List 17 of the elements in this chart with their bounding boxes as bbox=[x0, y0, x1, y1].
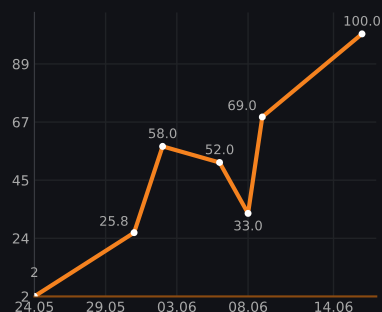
data-label: 52.0 bbox=[206, 144, 234, 154]
x-tick-label: 08.06 bbox=[229, 302, 268, 312]
data-label: 33.0 bbox=[234, 220, 262, 231]
x-tick-label: 29.05 bbox=[86, 302, 124, 312]
y-tick-label: 24 bbox=[12, 233, 29, 244]
y-tick-label: 89 bbox=[12, 58, 29, 70]
x-tick-label: 14.06 bbox=[315, 302, 353, 312]
data-label: 58.0 bbox=[148, 128, 176, 138]
data-label: 25.8 bbox=[100, 216, 128, 226]
y-tick-label: 2 bbox=[22, 291, 28, 302]
y-tick-label: 67 bbox=[12, 117, 28, 128]
x-tick-label: 03.06 bbox=[158, 302, 196, 312]
data-label: 69.0 bbox=[228, 100, 256, 110]
data-label: 2 bbox=[31, 267, 38, 277]
data-label: 100.0 bbox=[344, 16, 380, 26]
x-tick-label: 24.05 bbox=[16, 302, 54, 312]
y-tick-label: 45 bbox=[12, 175, 28, 186]
